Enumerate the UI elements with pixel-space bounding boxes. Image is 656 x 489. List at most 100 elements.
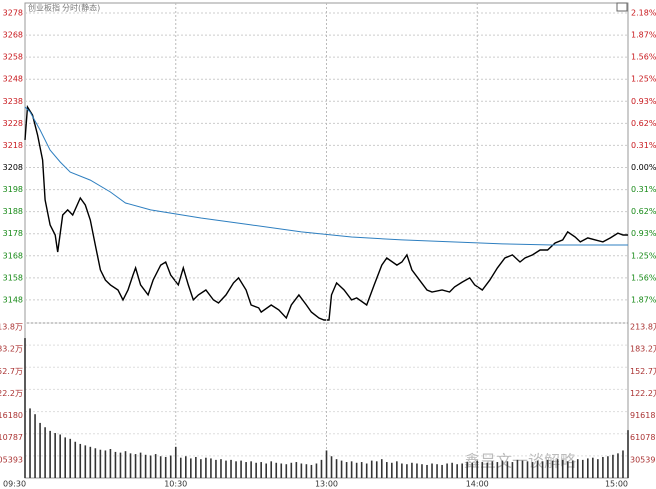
volume-bar bbox=[350, 461, 353, 478]
volume-bar bbox=[235, 461, 237, 478]
volume-bar bbox=[340, 460, 343, 478]
volume-bar bbox=[486, 462, 489, 478]
volume-bar bbox=[551, 460, 554, 478]
volume-bar bbox=[210, 458, 212, 478]
volume-bar bbox=[386, 462, 388, 478]
volume-bar bbox=[285, 464, 288, 478]
y-tick-label: 152.7万 bbox=[0, 367, 23, 376]
x-tick-label: 10:30 bbox=[164, 480, 187, 489]
volume-bar bbox=[516, 459, 519, 478]
volume-bar bbox=[179, 457, 182, 478]
volume-bar bbox=[245, 462, 247, 478]
volume-bar bbox=[602, 456, 604, 478]
volume-bar bbox=[391, 462, 393, 478]
volume-bar bbox=[592, 457, 594, 478]
volume-bar bbox=[305, 464, 308, 478]
y2-tick-label: 152.7万 bbox=[630, 367, 656, 376]
volume-bar bbox=[220, 459, 222, 478]
volume-bar bbox=[149, 455, 152, 478]
y-tick-label: 183.2万 bbox=[0, 345, 23, 354]
volume-bar bbox=[34, 414, 36, 478]
volume-bar bbox=[255, 462, 257, 478]
y-tick-label: 3228 bbox=[3, 119, 23, 128]
volume-bar bbox=[205, 457, 207, 478]
volume-bar bbox=[109, 449, 112, 478]
volume-bar bbox=[49, 430, 51, 478]
volume-bar bbox=[360, 462, 363, 478]
y-tick-label: 916180 bbox=[0, 411, 23, 420]
volume-bar bbox=[39, 422, 41, 478]
y2-tick-label: 1.87% bbox=[631, 296, 656, 305]
volume-bar bbox=[290, 462, 293, 478]
window-icon[interactable] bbox=[616, 2, 628, 12]
volume-bar bbox=[436, 464, 438, 478]
volume-bar bbox=[94, 448, 97, 478]
volume-bar bbox=[89, 446, 92, 478]
volume-bar bbox=[79, 443, 82, 478]
y2-tick-label: 0.31% bbox=[631, 185, 656, 194]
volume-bar bbox=[119, 452, 122, 478]
volume-bar bbox=[496, 462, 499, 478]
volume-bar bbox=[370, 460, 373, 478]
volume-bar bbox=[597, 459, 599, 478]
volume-bar bbox=[275, 462, 278, 478]
y-tick-label: 213.8万 bbox=[0, 323, 23, 332]
volume-bar bbox=[531, 462, 534, 478]
y-tick-label: 3158 bbox=[3, 273, 23, 282]
volume-bar bbox=[426, 464, 428, 478]
volume-bar bbox=[461, 463, 463, 478]
y2-tick-label: 183.2万 bbox=[630, 345, 656, 354]
volume-bar bbox=[104, 450, 107, 478]
volume-bar bbox=[416, 463, 418, 478]
volume-bar bbox=[74, 441, 77, 478]
volume-bar bbox=[59, 434, 61, 478]
y-tick-label: 3188 bbox=[3, 207, 23, 216]
volume-bar bbox=[190, 458, 192, 478]
y2-tick-label: 0.93% bbox=[631, 229, 656, 238]
volume-bar bbox=[576, 459, 579, 478]
volume-bar bbox=[345, 462, 348, 478]
volume-bar bbox=[240, 460, 242, 478]
volume-bar bbox=[355, 462, 358, 478]
volume-bar bbox=[421, 464, 423, 478]
volume-bar bbox=[195, 456, 197, 478]
volume-bar bbox=[300, 463, 303, 478]
volume-bar bbox=[320, 459, 323, 478]
y-tick-label: 3258 bbox=[3, 53, 23, 62]
y2-tick-label: 1.25% bbox=[631, 74, 656, 83]
y-tick-label: 3198 bbox=[3, 185, 23, 194]
y-tick-label: 3218 bbox=[3, 141, 23, 150]
y2-tick-label: 610787 bbox=[630, 433, 656, 442]
volume-bar bbox=[380, 459, 383, 478]
volume-bar bbox=[431, 463, 433, 478]
volume-bar bbox=[280, 463, 283, 478]
volume-bar bbox=[164, 456, 167, 478]
volume-bar bbox=[154, 454, 157, 478]
volume-bar bbox=[99, 449, 102, 478]
volume-bar bbox=[481, 462, 484, 478]
volume-bar bbox=[325, 450, 328, 478]
volume-bar bbox=[476, 460, 479, 478]
y-tick-label: 3248 bbox=[3, 75, 23, 84]
y2-tick-label: 1.25% bbox=[631, 252, 656, 261]
y2-tick-label: 0.31% bbox=[631, 141, 656, 150]
volume-bar bbox=[64, 437, 66, 478]
volume-bar bbox=[491, 461, 494, 478]
price-line bbox=[24, 104, 628, 321]
volume-bar bbox=[159, 456, 162, 478]
volume-bar bbox=[124, 451, 127, 478]
y-tick-label: 3148 bbox=[3, 295, 23, 304]
volume-bar bbox=[129, 453, 132, 478]
volume-bar bbox=[134, 454, 137, 478]
chart-title: 创业板指 bbox=[28, 3, 60, 13]
volume-bar bbox=[335, 459, 338, 478]
y2-tick-label: 122.2万 bbox=[630, 389, 656, 398]
volume-bar bbox=[581, 459, 584, 478]
volume-bar bbox=[612, 454, 614, 478]
volume-bar bbox=[526, 461, 529, 478]
volume-bar bbox=[84, 445, 87, 478]
volume-bar bbox=[44, 427, 46, 478]
volume-bar bbox=[556, 459, 559, 478]
volume-bar bbox=[185, 456, 187, 478]
